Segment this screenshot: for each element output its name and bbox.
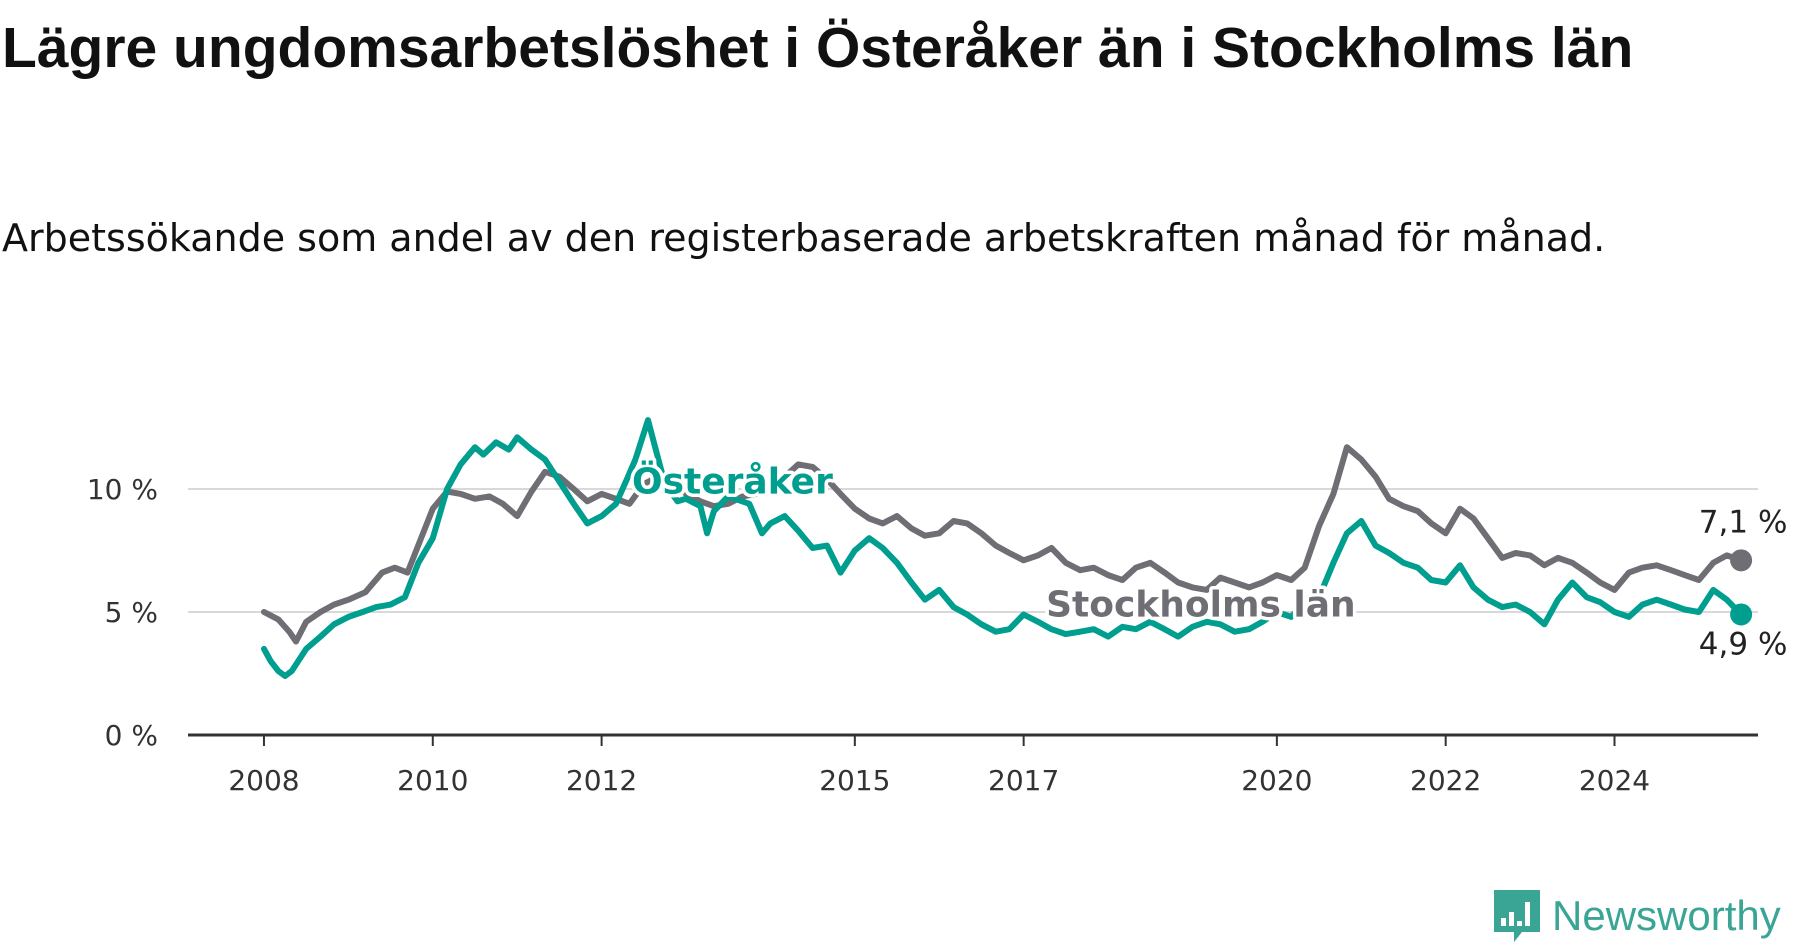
- y-axis-ticks: 0 % 5 % 10 %: [87, 473, 158, 752]
- x-tick-label: 2015: [819, 764, 890, 797]
- series-labels: 7,1 % 4,9 % Österåker Stockholms län: [629, 457, 1788, 662]
- end-value-label-österåker: 4,9 %: [1699, 626, 1788, 662]
- newsworthy-logo: Newsworthy: [1492, 886, 1781, 946]
- newsworthy-logo-icon: [1494, 890, 1540, 942]
- end-point-stockholms-län: [1730, 549, 1753, 572]
- x-tick-label: 2022: [1410, 764, 1481, 797]
- series-line-österåker: [261, 417, 1745, 679]
- x-tick-label: 2024: [1579, 764, 1650, 797]
- x-tick-label: 2010: [397, 764, 468, 797]
- y-tick-label: 5 %: [105, 596, 158, 629]
- chart-title: Lägre ungdomsarbetslöshet i Österåker än…: [2, 16, 1634, 80]
- series-label-stockholms-län: Stockholms län: [1046, 585, 1356, 626]
- x-tick-label: 2012: [566, 764, 637, 797]
- x-tick-label: 2020: [1241, 764, 1312, 797]
- y-tick-label: 10 %: [87, 473, 158, 506]
- series-line-stockholms-län: [261, 444, 1745, 645]
- series-label-österåker: Österåker: [632, 461, 833, 503]
- x-tick-label: 2008: [228, 764, 299, 797]
- y-tick-label: 0 %: [105, 719, 158, 752]
- series-lines: [261, 417, 1753, 679]
- brand-name: Newsworthy: [1552, 892, 1781, 939]
- x-axis-ticks: 2008 2010 2012 2015 2017 2020 2022 2024: [228, 735, 1650, 797]
- end-value-label-stockholms-län: 7,1 %: [1699, 504, 1788, 540]
- end-point-österåker: [1730, 603, 1753, 626]
- x-tick-label: 2017: [988, 764, 1059, 797]
- chart-subtitle: Arbetssökande som andel av den registerb…: [2, 216, 1606, 260]
